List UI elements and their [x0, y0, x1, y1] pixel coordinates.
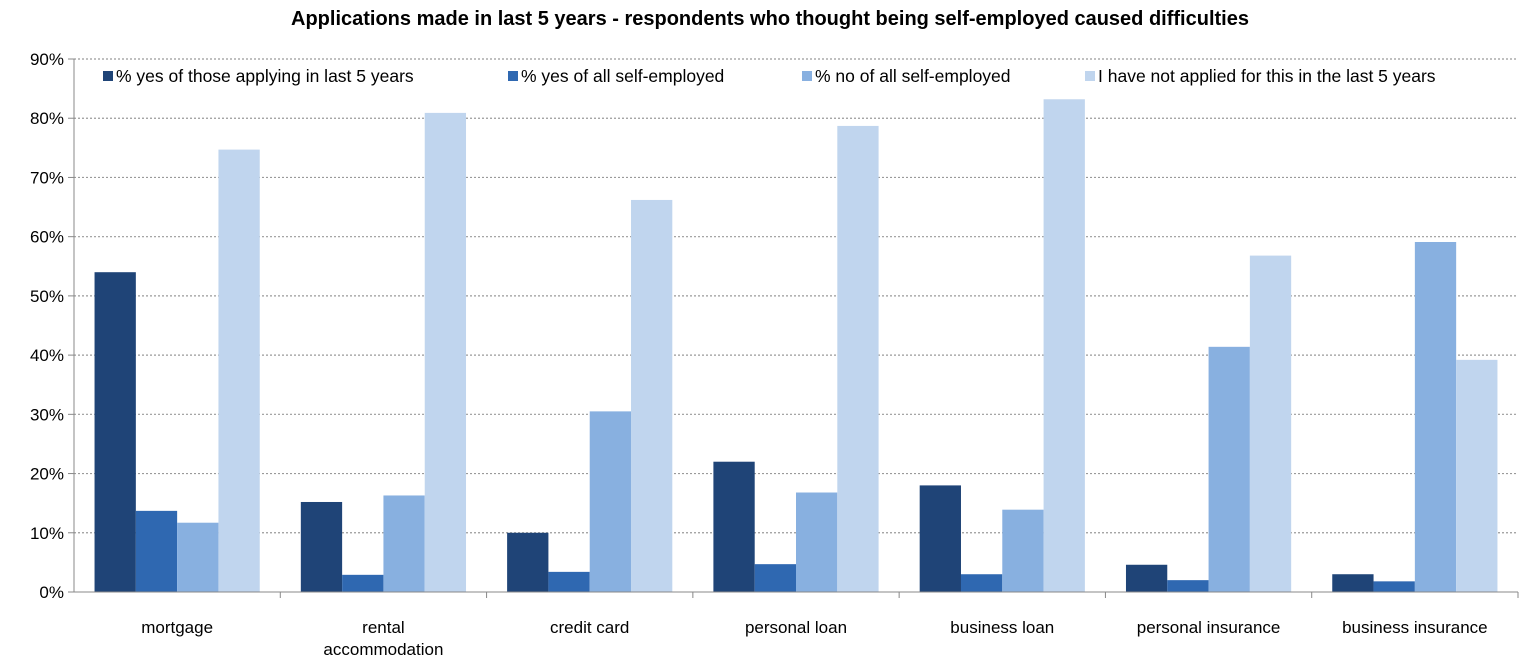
- bar: [1456, 359, 1498, 592]
- bar: [1208, 346, 1250, 592]
- bar: [1249, 255, 1292, 592]
- bar: [1373, 581, 1415, 592]
- bar: [1414, 241, 1457, 592]
- bar: [919, 485, 961, 592]
- bar: [342, 574, 384, 592]
- x-category-label: credit card: [550, 618, 629, 637]
- y-tick-label: 60%: [30, 228, 64, 247]
- bar: [1167, 580, 1209, 592]
- bar: [1002, 509, 1044, 592]
- bar: [960, 574, 1003, 592]
- x-category-label: business loan: [950, 618, 1054, 637]
- chart-title: Applications made in last 5 years - resp…: [291, 8, 1249, 30]
- legend-swatch: [103, 71, 113, 81]
- y-axis-ticks: 0% 10% 20% 30% 40% 50% 60% 70% 80% 90%: [30, 50, 64, 602]
- gridlines: [74, 58, 1518, 534]
- legend-swatch: [1085, 71, 1095, 81]
- bar: [837, 125, 879, 592]
- bar: [218, 149, 260, 593]
- y-tick-label: 30%: [30, 405, 64, 424]
- bar: [507, 532, 549, 592]
- bar: [631, 199, 673, 592]
- legend-label: % yes of those applying in last 5 years: [116, 66, 414, 86]
- bar: [135, 510, 178, 592]
- legend-label: % yes of all self-employed: [521, 66, 724, 86]
- y-tick-label: 10%: [30, 524, 64, 543]
- x-category-label: personal insurance: [1137, 618, 1281, 637]
- bar: [177, 522, 219, 592]
- bar: [1125, 564, 1168, 592]
- legend-label: I have not applied for this in the last …: [1098, 66, 1436, 86]
- y-tick-label: 20%: [30, 465, 64, 484]
- x-category-label: rental: [362, 618, 405, 637]
- bar: [589, 411, 632, 592]
- x-category-label: business insurance: [1342, 618, 1488, 637]
- bar: [754, 564, 796, 592]
- bar: [1043, 99, 1085, 592]
- bar: [94, 272, 136, 592]
- legend-label: % no of all self-employed: [815, 66, 1011, 86]
- bar: [300, 501, 343, 592]
- bar: [424, 112, 467, 593]
- legend-swatch: [508, 71, 518, 81]
- bar: [1332, 574, 1374, 592]
- x-category-label: mortgage: [141, 618, 213, 637]
- bar: [796, 492, 838, 592]
- legend-swatch: [802, 71, 812, 81]
- y-tick-label: 50%: [30, 287, 64, 306]
- y-tick-label: 40%: [30, 346, 64, 365]
- bars: [94, 99, 1498, 593]
- x-category-label: accommodation: [323, 640, 443, 659]
- x-category-label: personal loan: [745, 618, 847, 637]
- bar: [713, 461, 755, 592]
- y-tick-label: 70%: [30, 168, 64, 187]
- y-tick-label: 0%: [39, 583, 64, 602]
- bar: [548, 571, 590, 592]
- legend: % yes of those applying in last 5 years%…: [103, 66, 1436, 86]
- y-tick-label: 90%: [30, 50, 64, 69]
- axes: [68, 58, 1519, 598]
- y-tick-label: 80%: [30, 109, 64, 128]
- bar: [383, 495, 425, 592]
- x-axis-categories: mortgage rental accommodation credit card pe…: [141, 618, 1487, 659]
